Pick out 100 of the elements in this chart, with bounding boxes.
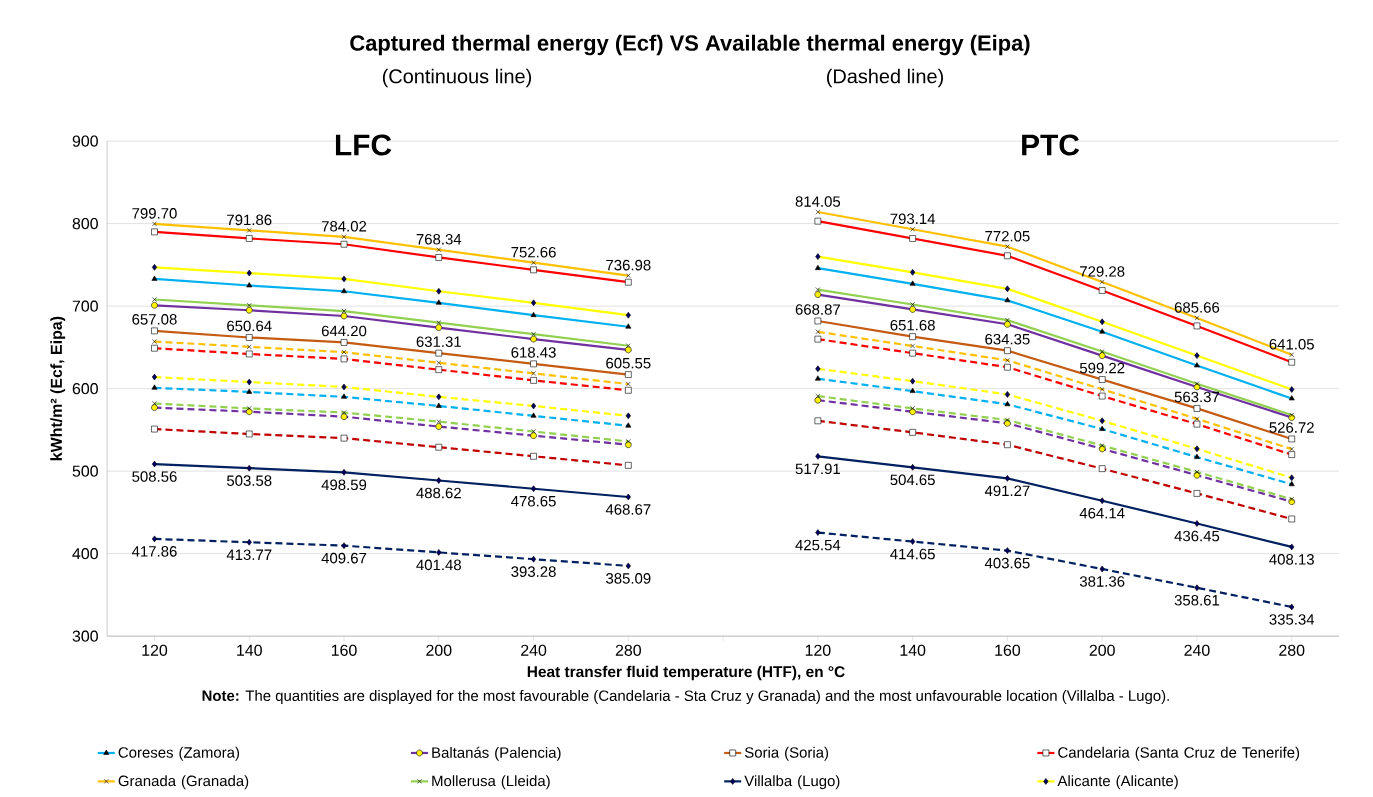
y-tick-label: 500 xyxy=(72,465,98,477)
x-tick-label: 200 xyxy=(426,644,452,656)
point xyxy=(1004,547,1010,554)
y-tick-label: 600 xyxy=(72,382,98,395)
data-label: 508.56 xyxy=(132,471,177,482)
x-tick-label: 140 xyxy=(900,644,926,656)
point xyxy=(531,485,537,493)
x-tick-label: 240 xyxy=(521,644,547,656)
x-tick-label: 280 xyxy=(1279,644,1305,656)
data-label: 517.91 xyxy=(795,463,840,475)
point xyxy=(1194,584,1200,592)
legend-label: Granada (Granada) xyxy=(118,775,249,790)
point xyxy=(151,460,158,468)
data-label: 478.65 xyxy=(511,495,556,507)
data-label: 605.55 xyxy=(606,357,651,369)
data-label: 504.65 xyxy=(890,474,935,486)
annotation: LFC xyxy=(335,134,392,156)
data-label: 644.20 xyxy=(321,325,367,337)
data-label: 464.14 xyxy=(1079,507,1125,519)
point xyxy=(1099,565,1105,573)
y-tick-label: 700 xyxy=(72,300,98,312)
x-tick-label: 240 xyxy=(1184,644,1210,656)
point xyxy=(246,538,252,546)
data-label: 436.45 xyxy=(1174,530,1220,542)
data-label: 668.87 xyxy=(795,304,840,315)
data-label: 468.67 xyxy=(605,504,651,515)
data-label: 488.62 xyxy=(416,487,461,499)
data-label: 641.05 xyxy=(1269,338,1314,350)
data-label: 414.65 xyxy=(890,548,935,560)
point xyxy=(151,535,158,543)
x-tick-label: 160 xyxy=(995,644,1021,656)
data-label: 425.54 xyxy=(795,539,841,551)
point xyxy=(436,477,442,484)
text: Note: The quantities are displayed for the most favourable (Candelaria - Sta Cruz y Granada) and the most unfavourable location (Villalba - Lugo). xyxy=(202,690,1169,704)
data-label: 768.34 xyxy=(416,233,462,245)
data-label: 634.35 xyxy=(985,333,1030,345)
point xyxy=(341,542,347,549)
legend-label: Candelaria (Santa Cruz de Tenerife) xyxy=(1058,746,1300,761)
x-tick-label: 200 xyxy=(1089,644,1115,656)
y-tick-label: 400 xyxy=(72,547,98,560)
data-label: 358.61 xyxy=(1174,594,1220,606)
data-label: 498.59 xyxy=(321,479,367,491)
point xyxy=(1194,520,1200,527)
y-tick-label: 900 xyxy=(72,135,98,147)
data-label: 409.67 xyxy=(321,552,367,564)
y-tick-label: 800 xyxy=(72,217,98,230)
point xyxy=(1289,603,1295,611)
data-label: 403.65 xyxy=(984,557,1030,569)
data-label: 650.64 xyxy=(227,320,272,332)
point xyxy=(910,538,916,545)
point xyxy=(815,529,821,536)
legend-label: Villalba (Lugo) xyxy=(744,775,840,790)
data-label: 736.98 xyxy=(606,259,651,271)
text: (Continuous line) xyxy=(382,68,532,88)
y-tick-label: 300 xyxy=(72,630,98,642)
data-label: 599.22 xyxy=(1079,362,1125,374)
point xyxy=(1289,543,1295,551)
x-tick-label: 280 xyxy=(615,644,641,656)
data-label: 657.08 xyxy=(132,314,177,325)
point xyxy=(625,562,631,570)
legend-label: Mollerusa (Lleida) xyxy=(432,775,550,790)
data-label: 491.27 xyxy=(984,485,1030,497)
data-label: 526.72 xyxy=(1269,422,1314,433)
data-label: 784.02 xyxy=(321,221,367,232)
data-label: 685.66 xyxy=(1174,302,1220,313)
point xyxy=(246,464,252,472)
text: (Dashed line) xyxy=(827,68,943,88)
data-label: 618.43 xyxy=(511,347,556,358)
point xyxy=(531,555,537,563)
x-axis-title: Heat transfer fluid temperature (HTF), en °C xyxy=(527,665,845,681)
data-label: 772.05 xyxy=(985,230,1030,242)
data-label: 381.36 xyxy=(1079,576,1125,587)
data-label: 417.86 xyxy=(131,546,177,557)
legend-label: Baltanás (Palencia) xyxy=(432,746,561,761)
x-tick-label: 160 xyxy=(331,644,357,656)
data-label: 503.58 xyxy=(226,475,272,486)
point xyxy=(1004,475,1010,482)
point xyxy=(1099,497,1105,505)
data-label: 799.70 xyxy=(132,208,177,219)
data-label: 729.28 xyxy=(1080,266,1125,277)
x-tick-label: 140 xyxy=(237,644,262,656)
data-label: 385.09 xyxy=(606,573,651,584)
data-label: 814.05 xyxy=(795,196,841,207)
legend-label: Alicante (Alicante) xyxy=(1057,775,1178,790)
point xyxy=(625,493,631,501)
y-axis-title: kWht/m² (Ecf, Eipa) xyxy=(50,316,66,461)
x-tick-label: 120 xyxy=(805,644,831,656)
data-label: 393.28 xyxy=(511,566,556,577)
legend-label: Coreses (Zamora) xyxy=(118,746,240,761)
data-label: 651.68 xyxy=(890,319,935,331)
data-label: 631.31 xyxy=(416,336,461,347)
x-tick-label: 120 xyxy=(142,644,168,656)
data-label: 793.14 xyxy=(890,213,936,225)
data-label: 408.13 xyxy=(1269,554,1314,565)
legend-label: Soria (Soria) xyxy=(744,746,829,761)
point xyxy=(815,453,821,460)
data-label: 791.86 xyxy=(227,214,272,226)
point xyxy=(341,468,347,476)
data-label: 335.34 xyxy=(1269,614,1315,625)
point xyxy=(910,463,916,471)
